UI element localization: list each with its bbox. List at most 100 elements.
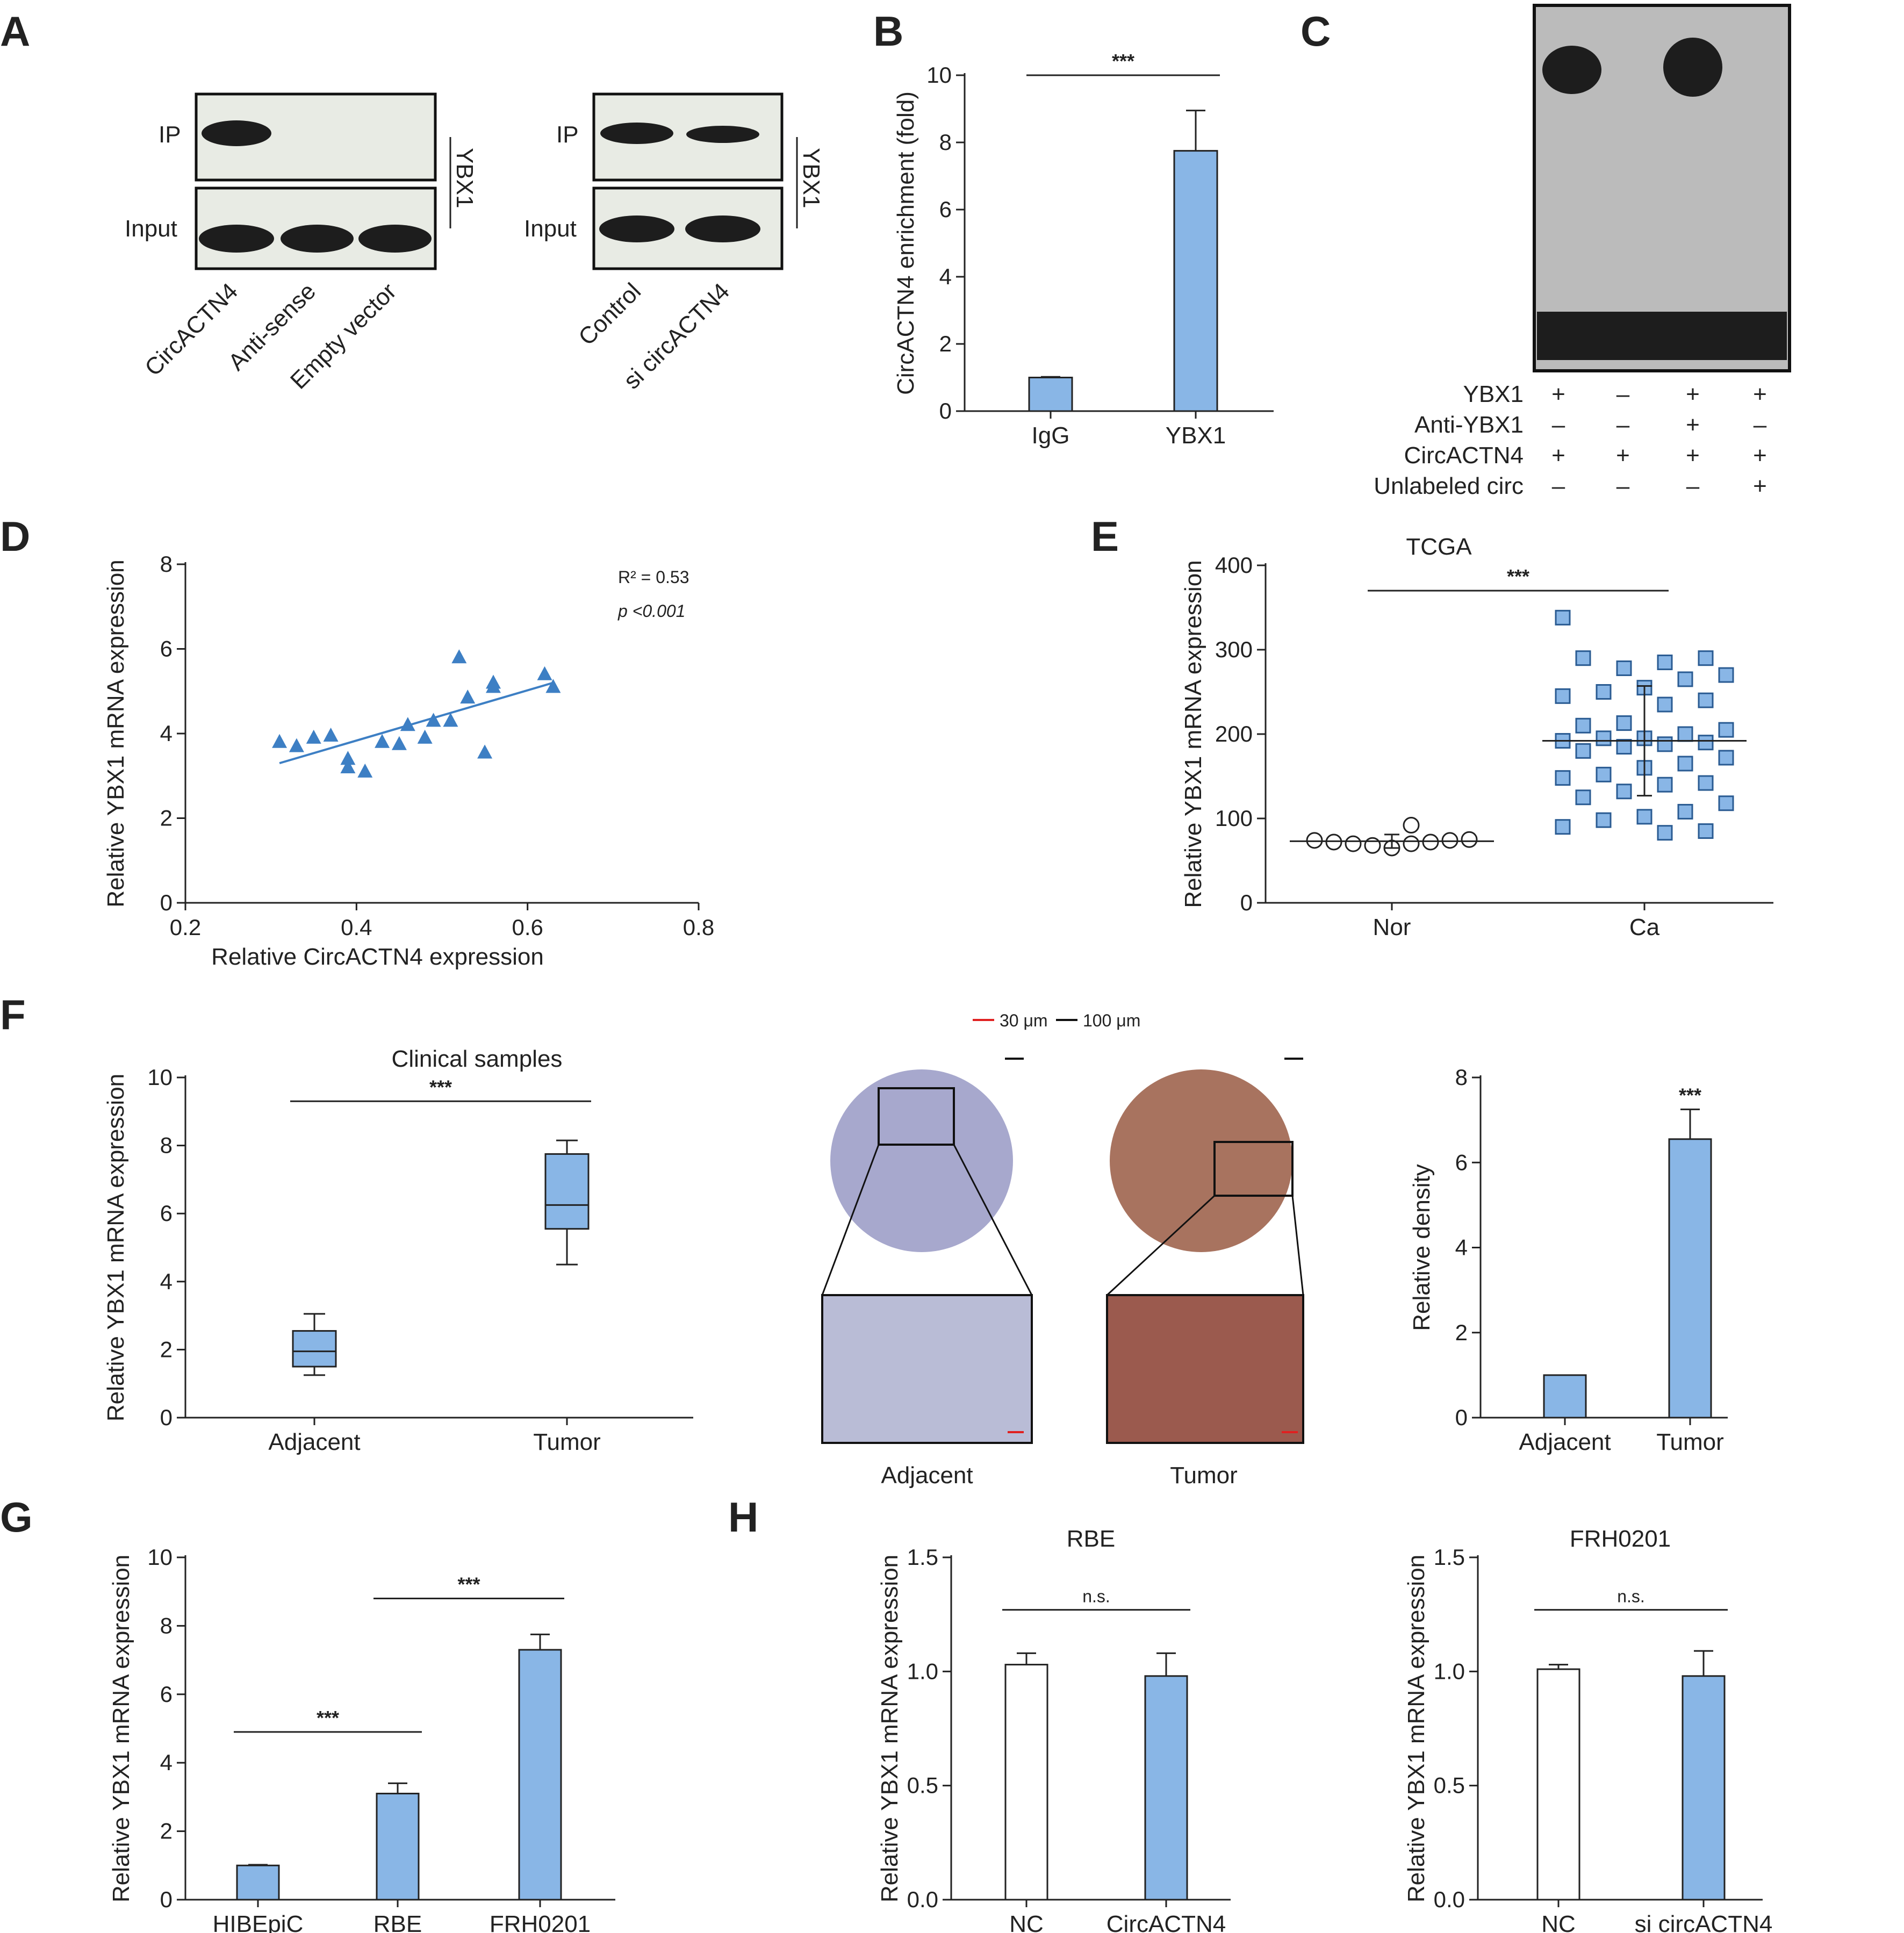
x-tick-label: HIBEpiC [213,1911,304,1933]
bar [1682,1675,1726,1901]
data-point [1422,833,1439,851]
emsa-sign: – [1616,473,1630,499]
x-tick-label: Tumor [1656,1429,1724,1455]
x-tick-label: 0.6 [512,915,543,940]
data-point [1657,777,1673,793]
chart-g: 0 2 4 6 8 10 Relative YBX1 mRNA expression HIBE… [108,1544,615,1933]
emsa-sign: – [1616,381,1630,407]
y-tick-label: 2 [939,331,952,356]
data-point [323,727,339,742]
blot-band [199,225,274,253]
blot-band [202,120,271,146]
emsa-sign: – [1686,473,1700,499]
bar [376,1793,420,1901]
data-point [1657,655,1673,671]
emsa-sign: + [1616,442,1630,469]
data-point [1677,726,1693,742]
data-point [1677,671,1693,687]
emsa-sign: + [1753,381,1767,407]
blot-band [358,225,432,253]
y-tick-label: 0.0 [907,1887,938,1912]
emsa-row-label: Anti-YBX1 [1414,412,1524,438]
bar [1144,1675,1188,1901]
y-tick-label: 4 [939,264,952,289]
x-tick-label: Tumor [533,1429,601,1455]
y-tick-label: 10 [926,62,952,88]
data-point [1636,809,1652,825]
panel-label-b: B [873,8,903,55]
zoom-line [953,1144,1033,1296]
x-tick-label: NC [1541,1911,1576,1933]
x-tick-label: FRH0201 [490,1911,591,1933]
y-tick-label: 2 [160,1819,173,1844]
data-point [375,734,390,748]
bar [1668,1138,1712,1419]
data-point [1403,835,1420,852]
y-axis-label: Relative density [1409,1164,1435,1331]
data-point [340,759,356,773]
x-tick-label: 0.8 [683,915,714,940]
chart-f-density: 0 2 4 6 8 Relative density Adjacent Tumor *** [1409,1065,1728,1455]
significance-label: n.s. [1617,1587,1645,1606]
gel-band [1537,312,1787,360]
ihc-inset-tumor [1106,1294,1304,1444]
panel-label-c: C [1301,8,1331,55]
y-tick-label: 6 [160,1682,173,1707]
y-tick-label: 0.5 [1434,1773,1465,1798]
data-point [1698,775,1714,791]
data-point [477,744,493,759]
emsa-sign: + [1686,442,1700,469]
chart-e: 0 100 200 300 400 Relative YBX1 mRNA expressi… [1180,534,1773,940]
y-tick-label: 8 [160,1613,173,1638]
panel-c-gel: YBX1 + – + + Anti-YBX1 – – + – CircACTN4 + + + + Unlabe… [1374,4,1791,499]
y-tick-label: 4 [160,721,173,746]
data-point [1616,739,1632,755]
y-tick-label: 0 [160,1405,173,1430]
x-tick-label: RBE [373,1911,422,1933]
y-tick-label: 0 [1455,1405,1468,1430]
box [544,1153,590,1230]
x-tick-label: si circACTN4 [1635,1911,1773,1933]
data-point [1596,684,1612,700]
y-axis-label: Relative YBX1 mRNA expression [876,1555,903,1902]
panel-label-a: A [0,8,30,55]
data-point [1575,743,1591,759]
ybx1-label-right: YBX1 [798,148,824,209]
chart-title: TCGA [1406,534,1472,560]
x-tick-label: CircACTN4 [1107,1911,1226,1933]
y-tick-label: 0.0 [1434,1887,1465,1912]
data-point [1575,717,1591,734]
x-tick-label: Nor [1373,914,1411,940]
panel-label-h: H [728,1493,758,1541]
data-point [426,713,441,727]
data-point [1616,660,1632,677]
y-tick-label: 6 [1455,1149,1468,1175]
significance-label: *** [1679,1084,1701,1106]
data-point [1698,735,1714,751]
data-point [1555,609,1571,626]
y-tick-label: 0.5 [907,1773,938,1798]
data-point [451,649,467,664]
y-tick-label: 6 [160,1201,173,1226]
panel-a-blots: IP Input YBX1 CircACTN4 Anti-sense Empty… [125,92,824,394]
bar [1004,1664,1048,1901]
data-point [1657,825,1673,841]
significance-label: *** [1507,565,1529,587]
gel-band [1663,38,1722,97]
y-tick-label: 8 [939,130,952,155]
y-tick-label: 0 [160,890,173,915]
emsa-row-label: YBX1 [1463,381,1524,407]
panel-label-e: E [1091,513,1119,560]
zoom-line [821,1144,880,1296]
x-tick-label: Adjacent [268,1429,360,1455]
gel-band [1542,46,1601,94]
chart-f-box: 0 2 4 6 8 10 Relative YBX1 mRNA expression Adja… [103,1046,693,1455]
box [292,1330,337,1368]
emsa-sign: – [1552,473,1565,499]
y-tick-label: 10 [147,1544,173,1570]
emsa-sign: + [1753,473,1767,499]
data-point [1718,667,1734,683]
data-point [1677,803,1693,820]
x-tick-label: IgG [1032,422,1070,449]
